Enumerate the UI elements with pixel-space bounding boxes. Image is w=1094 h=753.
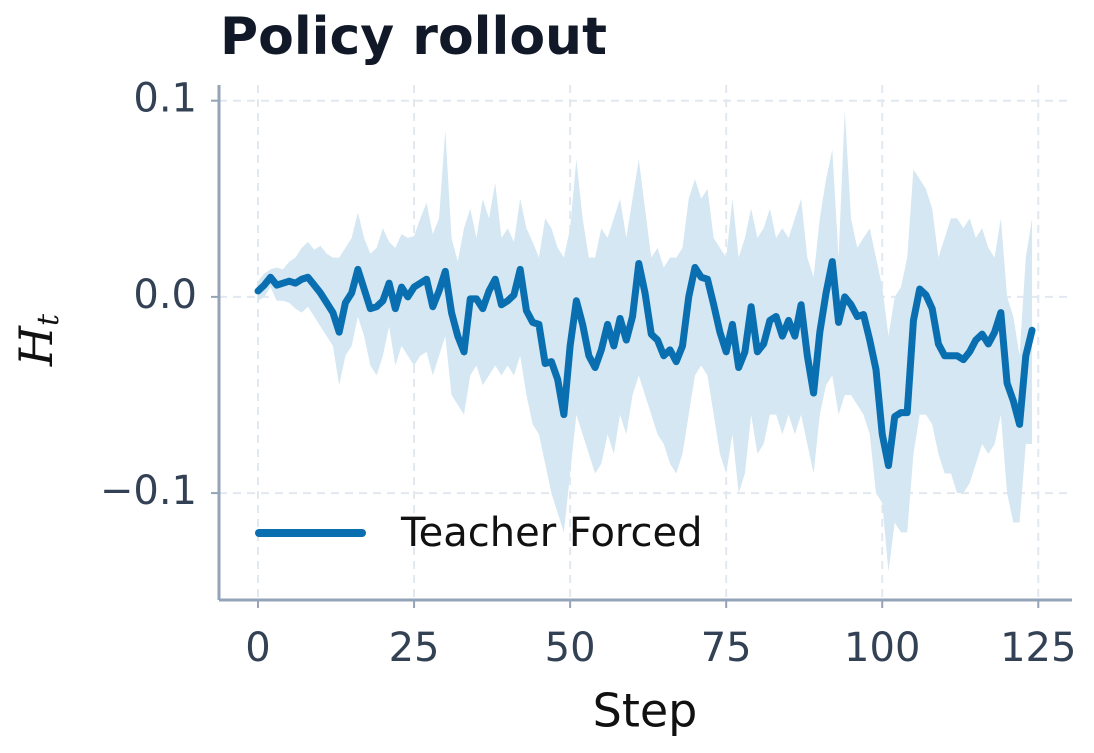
y-tick-label: 0.0 <box>133 272 197 318</box>
y-tick-label: −0.1 <box>100 468 197 514</box>
x-tick-label: 0 <box>245 625 270 671</box>
x-tick-label: 25 <box>389 625 440 671</box>
y-axis-label-main: H <box>9 325 63 367</box>
y-tick-label: 0.1 <box>133 76 197 122</box>
legend-label: Teacher Forced <box>400 510 702 556</box>
x-tick-label: 100 <box>844 625 920 671</box>
y-axis-label: Ht <box>9 313 66 367</box>
x-tick-label: 125 <box>1000 625 1076 671</box>
x-axis-label: Step <box>593 684 698 738</box>
chart-title: Policy rollout <box>220 7 607 67</box>
confidence-band <box>258 110 1033 572</box>
y-axis-label-sub: t <box>31 313 66 326</box>
line <box>254 258 1036 470</box>
x-tick-label: 50 <box>545 625 596 671</box>
x-tick-label: 75 <box>701 625 752 671</box>
